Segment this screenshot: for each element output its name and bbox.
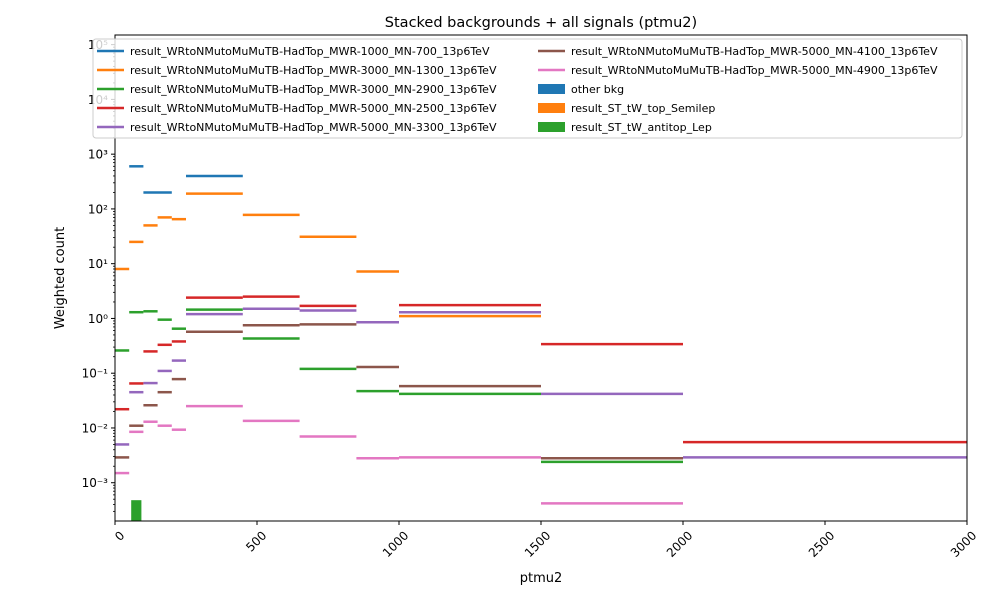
legend-box bbox=[92, 38, 963, 139]
y-tick-label: 10² bbox=[88, 202, 108, 216]
legend-label: result_WRtoNMutoMuMuTB-HadTop_MWR-5000_M… bbox=[130, 121, 497, 134]
legend: result_WRtoNMutoMuMuTB-HadTop_MWR-1000_M… bbox=[92, 38, 963, 139]
legend-label: result_WRtoNMutoMuMuTB-HadTop_MWR-5000_M… bbox=[571, 64, 938, 77]
legend-swatch bbox=[538, 122, 565, 132]
y-tick-label: 10¹ bbox=[88, 257, 108, 271]
legend-label: other bkg bbox=[571, 83, 624, 96]
y-tick-label: 10⁻³ bbox=[82, 476, 109, 490]
legend-swatch bbox=[538, 103, 565, 113]
x-tick-label: 0 bbox=[112, 528, 127, 543]
bar-9-0 bbox=[131, 500, 142, 521]
chart-title: Stacked backgrounds + all signals (ptmu2… bbox=[385, 15, 697, 31]
legend-label: result_WRtoNMutoMuMuTB-HadTop_MWR-3000_M… bbox=[130, 83, 497, 96]
y-axis-label: Weighted count bbox=[53, 227, 68, 329]
x-axis: 0 500 1000 1500 2000 2500 3000 bbox=[112, 521, 979, 560]
legend-swatch bbox=[538, 84, 565, 94]
y-tick-label: 10³ bbox=[88, 148, 108, 162]
y-tick-label: 10⁻¹ bbox=[82, 367, 109, 381]
y-tick-label: 10⁻² bbox=[82, 421, 109, 435]
legend-label: result_ST_tW_top_Semilep bbox=[571, 102, 715, 115]
legend-label: result_WRtoNMutoMuMuTB-HadTop_MWR-5000_M… bbox=[130, 102, 497, 115]
x-axis-label: ptmu2 bbox=[520, 571, 563, 586]
legend-label: result_WRtoNMutoMuMuTB-HadTop_MWR-5000_M… bbox=[571, 45, 938, 58]
plot-area bbox=[115, 165, 967, 521]
legend-label: result_WRtoNMutoMuMuTB-HadTop_MWR-1000_M… bbox=[130, 45, 490, 58]
x-tick-label: 2000 bbox=[664, 528, 695, 559]
x-tick-label: 1000 bbox=[380, 528, 411, 559]
x-tick-label: 500 bbox=[243, 528, 269, 554]
y-tick-label: 10⁰ bbox=[88, 312, 108, 326]
x-tick-label: 3000 bbox=[948, 528, 979, 559]
x-tick-label: 1500 bbox=[522, 528, 553, 559]
legend-label: result_ST_tW_antitop_Lep bbox=[571, 121, 712, 134]
x-tick-label: 2500 bbox=[806, 528, 837, 559]
legend-label: result_WRtoNMutoMuMuTB-HadTop_MWR-3000_M… bbox=[130, 64, 497, 77]
